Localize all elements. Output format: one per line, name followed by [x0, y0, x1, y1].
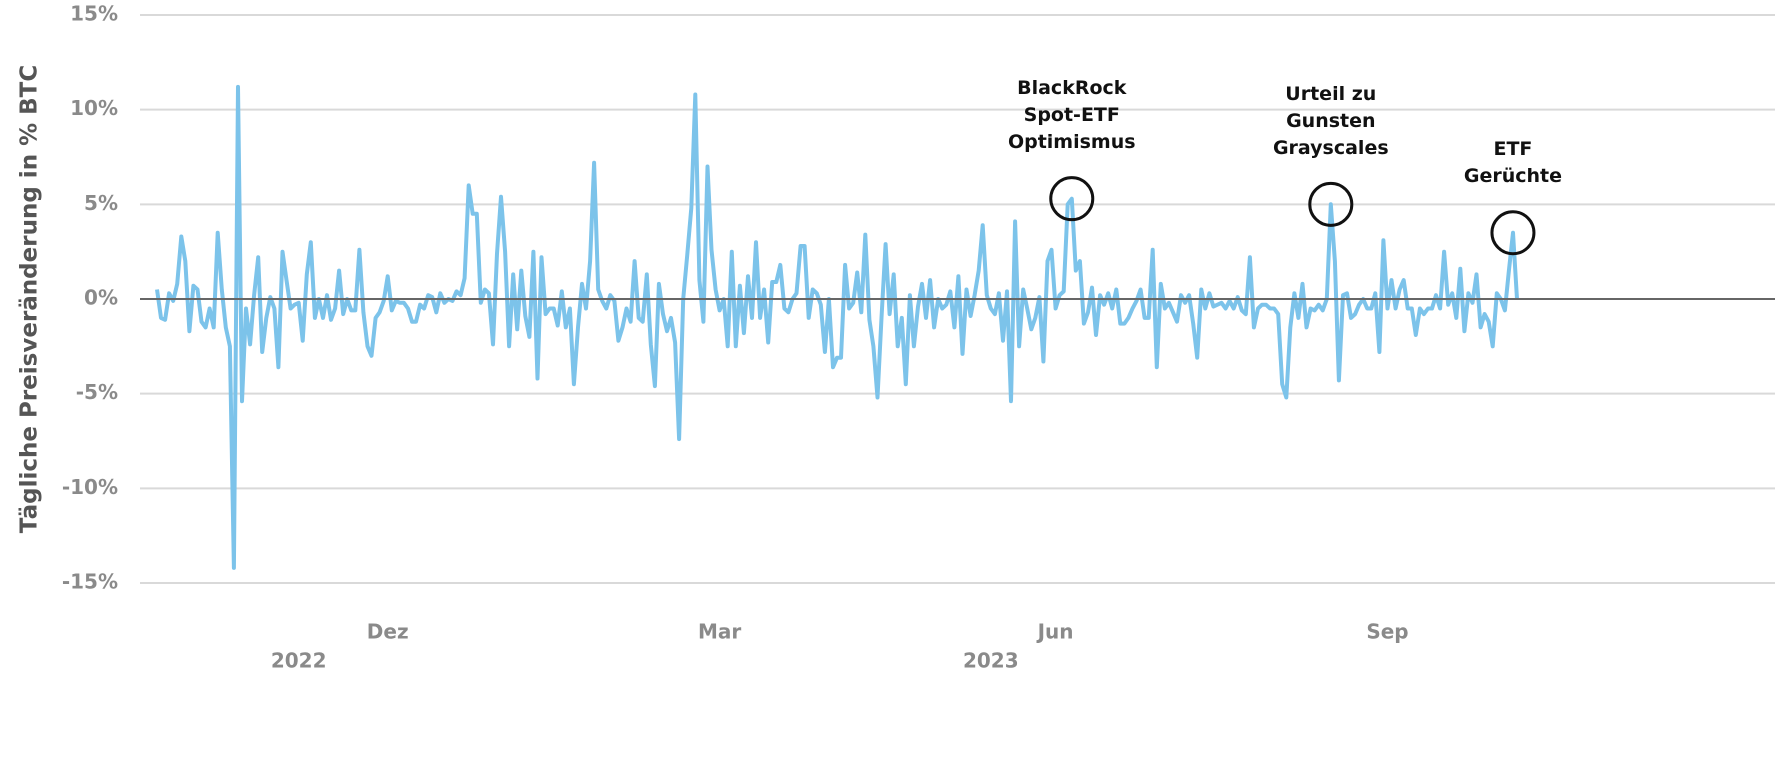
- annotation-text: Gerüchte: [1464, 165, 1562, 187]
- annotation-text: Urteil zu: [1285, 83, 1376, 105]
- y-tick-label: -5%: [76, 380, 118, 404]
- x-tick-label: Dez: [367, 620, 409, 644]
- annotation-text: Optimismus: [1008, 131, 1136, 153]
- x-tick-label: Jun: [1036, 620, 1074, 644]
- y-tick-label: -15%: [62, 570, 118, 594]
- annotation-text: ETF: [1493, 138, 1532, 160]
- annotation-circle: [1308, 181, 1354, 227]
- annotation-text: Grayscales: [1273, 137, 1389, 159]
- y-tick-label: -10%: [62, 475, 118, 499]
- x-year-label: 2023: [963, 649, 1019, 673]
- y-tick-label: 10%: [70, 96, 118, 120]
- y-tick-label: 5%: [84, 191, 118, 215]
- x-year-label: 2022: [271, 649, 327, 673]
- annotation-circle: [1490, 210, 1536, 256]
- x-tick-label: Sep: [1366, 620, 1408, 644]
- annotation-text: Spot-ETF: [1024, 104, 1120, 126]
- annotation-text: Gunsten: [1286, 110, 1375, 132]
- y-tick-label: 15%: [70, 2, 118, 26]
- annotation-circle: [1049, 176, 1095, 222]
- price-change-line: [155, 84, 1519, 570]
- annotation-text: BlackRock: [1017, 77, 1127, 99]
- y-axis-label: Tägliche Preisveränderung in % BTC: [17, 65, 43, 533]
- x-tick-label: Mar: [698, 620, 741, 644]
- y-tick-label: 0%: [84, 286, 118, 310]
